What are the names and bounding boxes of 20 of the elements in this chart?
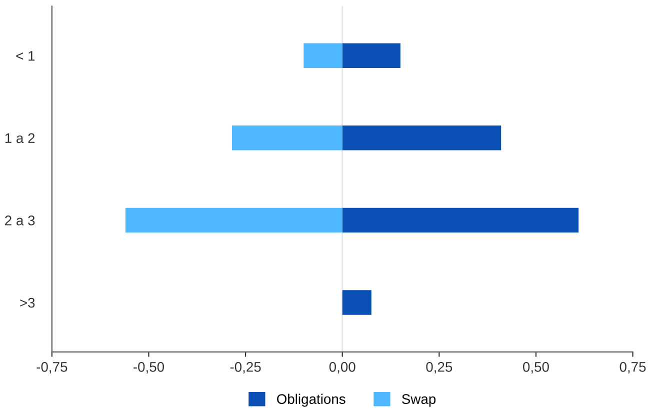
y-tick-label: 2 a 3 bbox=[5, 216, 35, 226]
y-tick-label: < 1 bbox=[16, 51, 35, 61]
bar bbox=[342, 290, 372, 315]
y-tick-label: 1 a 2 bbox=[5, 133, 35, 144]
bar bbox=[304, 43, 342, 68]
x-tick-label: 0,50 bbox=[522, 362, 549, 374]
bar bbox=[342, 126, 502, 150]
bar bbox=[342, 208, 579, 233]
x-tick-label: 0,75 bbox=[620, 362, 646, 374]
bar bbox=[342, 43, 400, 68]
x-tick-label: -0,25 bbox=[230, 362, 261, 374]
bar bbox=[125, 208, 342, 233]
x-tick-label: -0,50 bbox=[134, 362, 164, 374]
x-tick-label: -0,75 bbox=[36, 362, 68, 374]
y-tick-label: >3 bbox=[20, 298, 35, 308]
legend-label: Obligations bbox=[277, 394, 346, 407]
bar bbox=[232, 126, 342, 150]
x-tick-label: 0,00 bbox=[329, 362, 356, 374]
legend-label: Swap bbox=[402, 394, 436, 407]
x-tick-label: 0,25 bbox=[426, 362, 452, 374]
